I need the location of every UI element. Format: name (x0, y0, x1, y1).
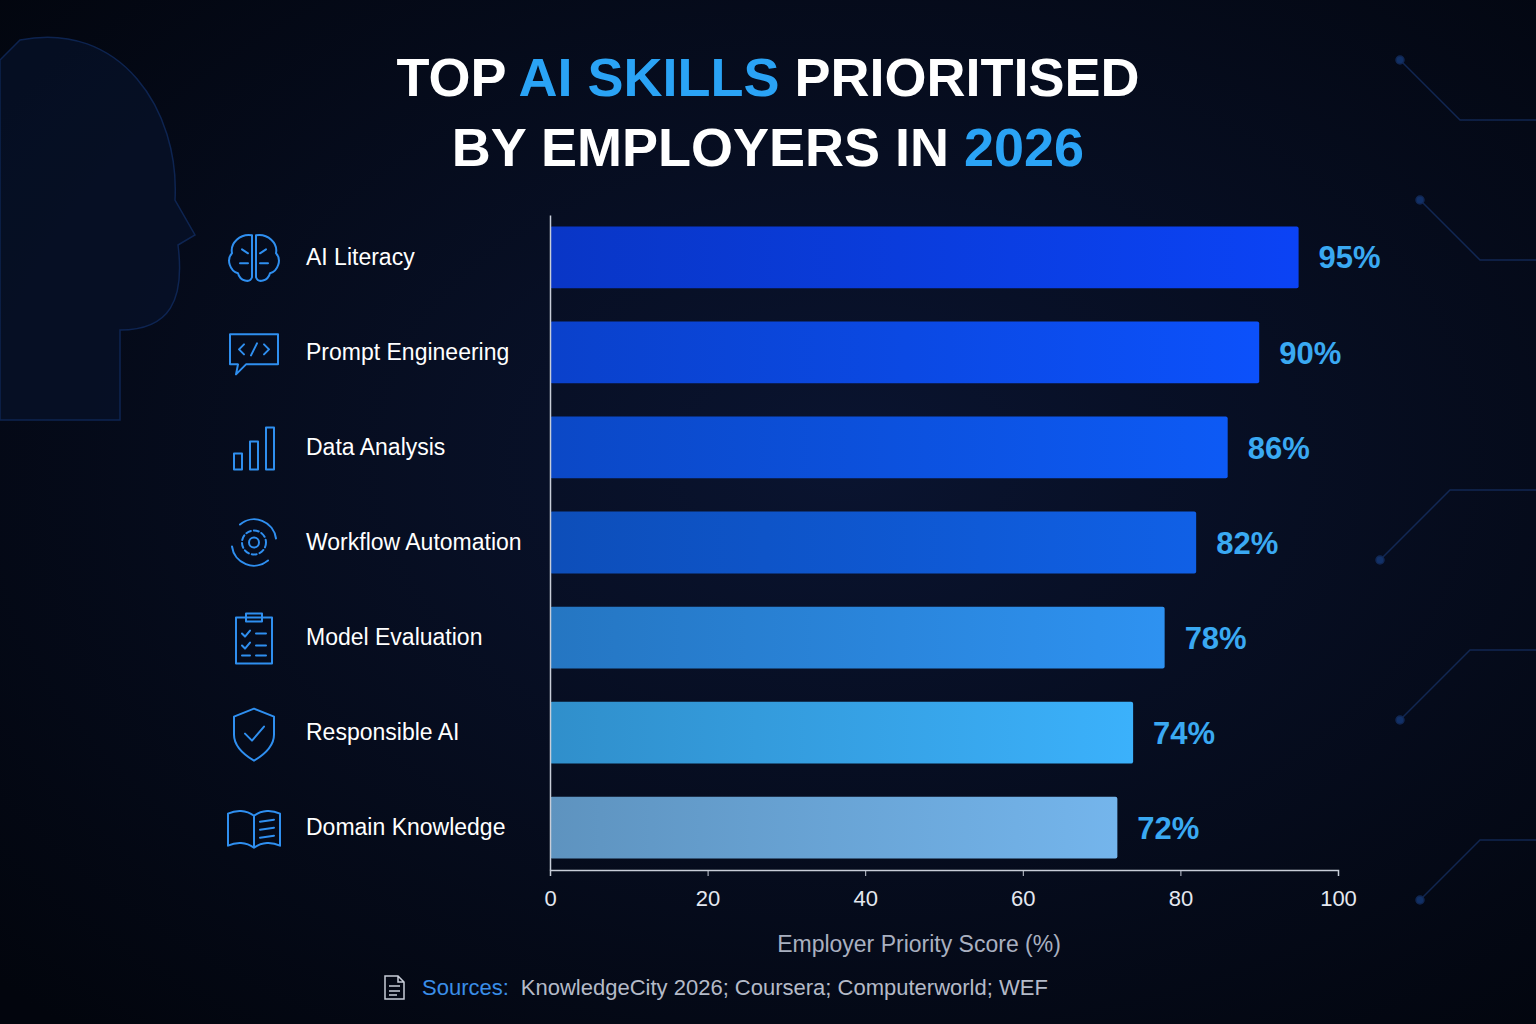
x-tick: 60 (1011, 870, 1035, 911)
title-word: SKILLS (573, 47, 780, 107)
bars (550, 226, 1299, 858)
source-label: Sources: (422, 975, 509, 1000)
x-tick-mark (708, 870, 709, 876)
icon (228, 811, 280, 848)
y-tick: Prompt Engineering (306, 339, 509, 365)
data-label: 78% (1185, 621, 1247, 656)
data-label: 90% (1279, 336, 1341, 371)
icon (230, 334, 278, 374)
category-label: Prompt Engineering (306, 339, 509, 365)
data-label: 86% (1248, 431, 1310, 466)
category-label: Workflow Automation (306, 529, 522, 555)
y-axis: AI Literacy Prompt Engineering Data Analys… (306, 216, 551, 871)
category-label: Responsible AI (306, 719, 459, 745)
category-label: Domain Knowledge (306, 814, 505, 840)
x-tick-label: 40 (853, 886, 877, 911)
title-word: PRIORITISED (780, 47, 1140, 107)
category-label: Model Evaluation (306, 624, 482, 650)
data-label: 74% (1153, 716, 1215, 751)
x-tick-label: 80 (1169, 886, 1193, 911)
title-word: AI (506, 47, 573, 107)
title-word: BY (452, 117, 527, 177)
x-tick: 0 (544, 870, 556, 911)
circuit-node (1416, 196, 1424, 204)
x-axis-line (551, 871, 1339, 877)
y-tick: Domain Knowledge (306, 814, 505, 840)
title: TOP AI SKILLS PRIORITISED BY EMPLOYERS IN… (396, 47, 1139, 177)
y-tick: Model Evaluation (306, 624, 482, 650)
source-text: KnowledgeCity 2026; Coursera; Computerwo… (521, 975, 1048, 1000)
bar (550, 417, 1228, 479)
circuit-node (1376, 556, 1384, 564)
x-tick-mark (1338, 870, 1339, 876)
icon (234, 709, 274, 761)
bar (550, 226, 1299, 288)
bar (550, 321, 1259, 383)
bar (550, 607, 1165, 669)
x-tick-mark (550, 870, 551, 876)
head-silhouette (0, 37, 195, 420)
x-tick-label: 60 (1011, 886, 1035, 911)
data-label: 95% (1319, 240, 1381, 275)
data-label: 72% (1137, 811, 1199, 846)
x-tick: 40 (853, 870, 877, 911)
circuit-line (1380, 490, 1536, 560)
x-tick-label: 0 (544, 886, 556, 911)
bar (550, 702, 1133, 764)
bar (550, 797, 1117, 859)
circuit-line (1400, 60, 1536, 120)
circuit-node (1416, 896, 1424, 904)
title-word: 2026 (949, 117, 1084, 177)
x-axis: 0 20 40 60 80 100 (544, 870, 1356, 911)
title-word: TOP (396, 47, 505, 107)
source-icon (385, 976, 404, 999)
circuit-node (1396, 56, 1404, 64)
decoration (1376, 56, 1536, 904)
x-tick: 20 (696, 870, 720, 911)
category-label: AI Literacy (306, 244, 415, 270)
circuit-line (1420, 200, 1536, 260)
icon (234, 427, 274, 469)
x-tick-label: 100 (1320, 886, 1357, 911)
x-tick: 100 (1320, 870, 1357, 911)
y-axis-line (550, 216, 552, 871)
circuit-node (1396, 716, 1404, 724)
icon (229, 235, 279, 281)
x-tick: 80 (1169, 870, 1193, 911)
title-word: IN (880, 117, 949, 177)
category-label: Data Analysis (306, 434, 445, 460)
icon (232, 519, 276, 565)
data-label: 82% (1216, 526, 1278, 561)
y-tick: AI Literacy (306, 244, 415, 270)
icons (228, 235, 280, 848)
y-tick: Data Analysis (306, 434, 445, 460)
data-labels: 95% 90% 86% 82% 78% 74% 72% (1137, 240, 1380, 845)
x-tick-mark (1023, 870, 1024, 876)
x-tick-label: 20 (696, 886, 720, 911)
title-word: EMPLOYERS (526, 117, 880, 177)
y-tick: Workflow Automation (306, 529, 522, 555)
x-axis-title: Employer Priority Score (%) (777, 931, 1061, 957)
icon (236, 614, 272, 664)
x-tick-mark (1180, 870, 1181, 876)
circuit-line (1400, 650, 1536, 720)
x-tick-mark (865, 870, 866, 876)
background (0, 0, 1536, 1024)
y-tick: Responsible AI (306, 719, 459, 745)
bar (550, 512, 1196, 574)
source: Sources: KnowledgeCity 2026; Coursera; Co… (385, 975, 1048, 1000)
chart: TOP AI SKILLS PRIORITISED BY EMPLOYERS IN… (0, 0, 1536, 1024)
circuit-line (1420, 840, 1536, 900)
